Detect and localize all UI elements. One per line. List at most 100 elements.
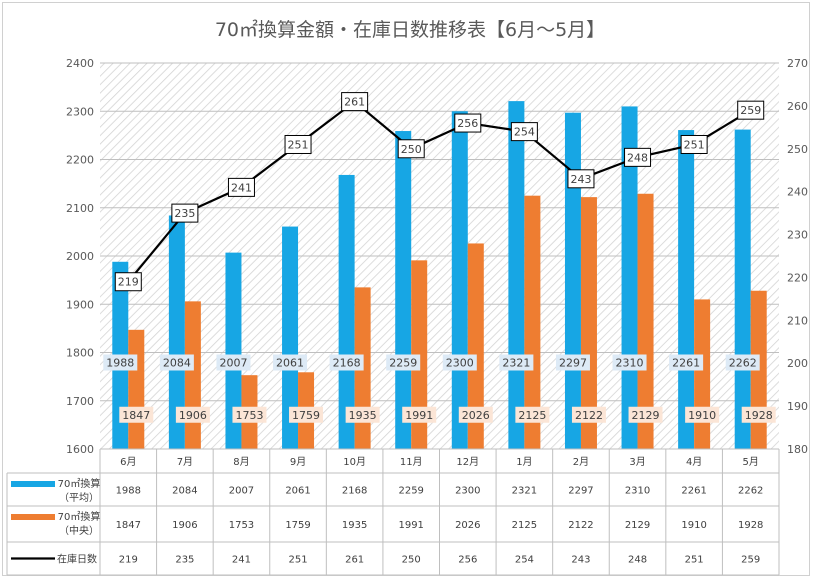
data-label: 2300 [446,357,474,370]
category-label: 9月 [290,456,306,468]
line-data-label: 243 [570,173,591,186]
table-cell: 2122 [568,520,593,531]
y-right-tick-label: 180 [787,443,808,456]
line-data-label: 259 [740,104,761,117]
y-left-tick-label: 2300 [66,105,94,118]
table-cell: 1759 [285,520,310,531]
data-label: 1759 [292,409,320,422]
data-label-box [345,406,380,423]
chart-title: 70㎡換算金額・在庫日数推移表【6月～5月】 [215,18,605,41]
y-left-tick-label: 1900 [66,298,94,311]
category-label: 8月 [233,456,249,468]
bar [282,226,299,449]
table-cell: 2007 [229,486,254,497]
y-right-tick-label: 230 [787,229,808,242]
data-label-box [612,354,647,371]
line-label-box [567,169,595,189]
legend-key [11,481,55,487]
line-label-box [680,134,708,154]
line-label-box [341,92,369,112]
bar [508,101,525,450]
table-cell: 2321 [512,486,537,497]
line-data-label: 250 [401,143,422,156]
table-cell: 1753 [229,520,254,531]
table-cell: 248 [628,555,647,566]
data-label-box [741,406,776,423]
table-cell: 2297 [568,486,593,497]
line-data-label: 261 [344,96,365,109]
y-right-tick-label: 250 [787,143,808,156]
data-label-box [555,354,590,371]
line-data-label: 248 [627,151,648,164]
data-label-box [216,354,251,371]
y-right-tick-label: 210 [787,314,808,327]
data-label-box [273,354,308,371]
data-label-box [499,354,534,371]
data-label-box [175,406,210,423]
data-label: 2297 [559,357,587,370]
table-cell: 241 [232,555,251,566]
legend-label: 70㎡換算 [58,510,101,523]
data-table: 6月 7月 8月 9月 10月 11月 12月 1月 2月 3月 4月 5月 70㎡換算 （平均） 1988… [6,448,780,576]
table-cell: 256 [458,555,477,566]
table-cell: 243 [571,555,590,566]
table-cell: 1910 [681,520,706,531]
data-label: 2122 [575,409,603,422]
line-data-label: 251 [288,138,309,151]
y-left-tick-label: 2400 [66,57,94,70]
data-label-box [402,406,437,423]
line-label-box [624,147,652,167]
table-cell: 2026 [455,520,480,531]
data-label-box [159,354,194,371]
category-label: 10月 [343,456,366,468]
bar [734,129,751,449]
data-label-box [458,406,493,423]
y-right-tick-label: 190 [787,400,808,413]
y-right-tick-label: 260 [787,100,808,113]
table-cell: 235 [175,555,194,566]
data-label-box [725,354,760,371]
chart-svg: 70㎡換算金額・在庫日数推移表【6月～5月】 1600 1700 1800 1900 2… [6,18,808,576]
data-label: 2261 [672,357,700,370]
category-label: 2月 [573,456,589,468]
y-right-tick-label: 270 [787,57,808,70]
bar [637,193,654,449]
table-cell: 1928 [738,520,763,531]
line-label-box [454,113,482,133]
line-data-label: 235 [174,207,195,220]
table-cell: 259 [741,555,760,566]
data-label: 1847 [122,409,150,422]
bar [580,197,597,449]
data-label: 2129 [632,409,660,422]
bar [694,299,711,449]
data-label: 1910 [688,409,716,422]
line-label-box [114,272,142,292]
y-right-tick-label: 220 [787,271,808,284]
bar [395,131,412,449]
data-label: 2026 [462,409,490,422]
data-label-box [232,406,267,423]
data-label-box [103,354,138,371]
category-label: 11月 [400,456,423,468]
data-label-box [329,354,364,371]
data-label: 2262 [729,357,757,370]
table-cell: 2261 [681,486,706,497]
line-data-label: 219 [118,276,139,289]
table-cell: 2061 [285,486,310,497]
category-label: 6月 [120,456,136,468]
category-label: 3月 [629,456,645,468]
table-cell: 1991 [398,520,423,531]
table-cell: 219 [119,555,138,566]
bar [678,130,695,449]
line-label-box [737,100,765,120]
table-cell: 250 [402,555,421,566]
y-left-tick-label: 2100 [66,202,94,215]
table-cell: 251 [288,555,307,566]
data-label: 1991 [405,409,433,422]
data-label: 1753 [235,409,263,422]
legend-label: 70㎡換算 [58,477,101,490]
table-cell: 2259 [398,486,423,497]
data-label-box [571,406,606,423]
legend-key [11,514,55,520]
